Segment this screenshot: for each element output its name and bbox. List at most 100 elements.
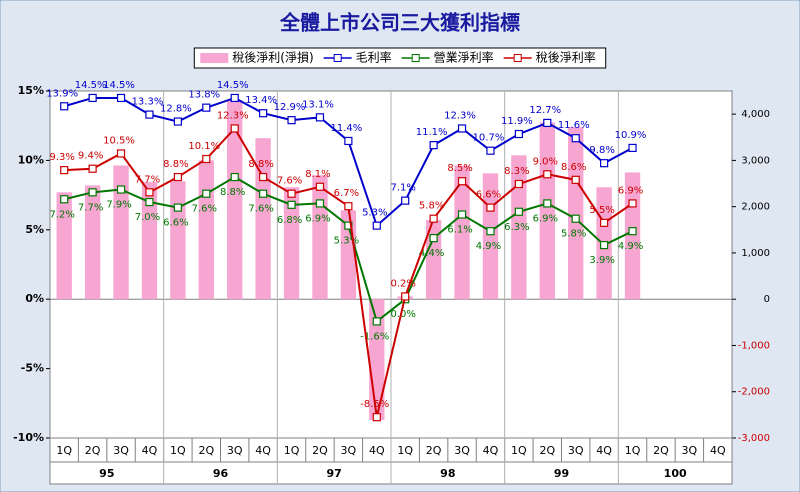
- marker: [571, 175, 580, 184]
- value-label: 6.6%: [163, 218, 188, 229]
- marker: [230, 124, 239, 133]
- value-label: 13.1%: [302, 99, 334, 110]
- value-label: 10.1%: [188, 141, 220, 152]
- marker: [173, 117, 182, 126]
- marker: [401, 196, 410, 205]
- marker: [88, 188, 97, 197]
- bar: [198, 160, 214, 300]
- marker: [287, 116, 296, 125]
- legend-marker: [333, 54, 342, 62]
- value-label: 11.6%: [558, 120, 590, 131]
- bar: [312, 175, 328, 300]
- value-label: 12.3%: [217, 110, 249, 121]
- marker: [429, 214, 438, 223]
- legend-label: 稅後淨利率: [536, 50, 596, 65]
- legend-swatch: [200, 53, 229, 63]
- legend-marker: [411, 54, 420, 62]
- x-tick-label: 1Q: [625, 444, 641, 457]
- value-label: 7.6%: [248, 204, 273, 215]
- marker: [457, 124, 467, 133]
- marker: [315, 182, 325, 191]
- value-label: 6.3%: [504, 222, 529, 233]
- value-label: 4.9%: [618, 241, 643, 252]
- value-label: 9.4%: [78, 151, 103, 162]
- marker: [173, 203, 182, 212]
- value-label: 10.7%: [473, 133, 505, 144]
- value-label: 14.5%: [103, 80, 135, 91]
- marker: [60, 195, 69, 204]
- x-tick-label: 1Q: [397, 444, 413, 457]
- x-tick-label: 4Q: [596, 444, 612, 457]
- x-tick-label: 2Q: [539, 444, 555, 457]
- bar: [568, 127, 584, 300]
- value-label: 7.9%: [106, 200, 131, 211]
- marker: [571, 134, 580, 143]
- value-label: 8.6%: [561, 162, 586, 173]
- value-label: 6.6%: [476, 190, 501, 201]
- value-label: 4.9%: [476, 241, 501, 252]
- value-label: 8.8%: [220, 187, 245, 198]
- value-label: 5.3%: [362, 208, 387, 219]
- marker: [202, 103, 211, 112]
- bar: [511, 155, 527, 300]
- value-label: 6.8%: [277, 215, 302, 226]
- x-tick-label: 3Q: [454, 444, 470, 457]
- x-tick-label: 4Q: [483, 444, 499, 457]
- bar: [141, 182, 158, 300]
- bar: [113, 165, 129, 300]
- value-label: 9.3%: [50, 152, 75, 163]
- marker: [344, 136, 353, 146]
- x-tick-label: 1Q: [170, 444, 186, 457]
- bar: [84, 185, 101, 300]
- value-label: 0.2%: [391, 278, 416, 289]
- y-tick-label: 10%: [18, 153, 44, 166]
- y2-tick-label: -1,000: [738, 340, 770, 351]
- value-label: 13.3%: [132, 97, 164, 108]
- y-tick-label: 15%: [18, 84, 44, 97]
- value-label: 7.1%: [391, 183, 416, 194]
- marker: [600, 159, 609, 168]
- marker: [287, 200, 296, 209]
- bar: [283, 187, 300, 300]
- marker: [486, 146, 495, 155]
- marker: [230, 93, 239, 103]
- value-label: 9.8%: [589, 145, 614, 156]
- x-tick-label: 2Q: [426, 444, 442, 457]
- marker: [315, 113, 325, 122]
- marker: [202, 154, 211, 164]
- y2-tick-label: 2,000: [741, 202, 770, 213]
- value-label: 3.9%: [589, 255, 614, 266]
- legend-label: 毛利率: [356, 50, 392, 65]
- marker: [88, 164, 97, 173]
- y-tick-label: 0%: [25, 292, 44, 305]
- marker: [543, 170, 552, 179]
- marker: [457, 177, 467, 186]
- value-label: 14.5%: [75, 80, 107, 91]
- y-tick-label: -10%: [13, 431, 44, 444]
- value-label: 5.8%: [419, 201, 444, 212]
- marker: [429, 234, 438, 243]
- value-label: -1.6%: [360, 331, 389, 342]
- marker: [600, 218, 609, 227]
- value-label: 10.9%: [615, 130, 647, 141]
- x-tick-label: 2Q: [653, 444, 669, 457]
- marker: [259, 189, 268, 198]
- year-label: 95: [99, 467, 114, 480]
- value-label: 12.7%: [529, 105, 561, 116]
- marker: [571, 214, 580, 223]
- value-label: 13.9%: [46, 88, 78, 99]
- value-label: 13.8%: [188, 90, 220, 101]
- y2-tick-label: -3,000: [738, 433, 770, 444]
- value-label: -8.5%: [360, 399, 389, 410]
- marker: [116, 149, 126, 158]
- y2-tick-label: -2,000: [738, 387, 770, 398]
- marker: [202, 189, 211, 198]
- marker: [543, 118, 552, 128]
- marker: [230, 172, 239, 182]
- value-label: 13.4%: [245, 95, 277, 106]
- value-label: 0.0%: [391, 309, 416, 320]
- y2-tick-label: 4,000: [741, 109, 770, 120]
- y2-tick-label: 3,000: [741, 155, 770, 166]
- value-label: 12.9%: [274, 102, 306, 113]
- x-tick-label: 4Q: [255, 444, 271, 457]
